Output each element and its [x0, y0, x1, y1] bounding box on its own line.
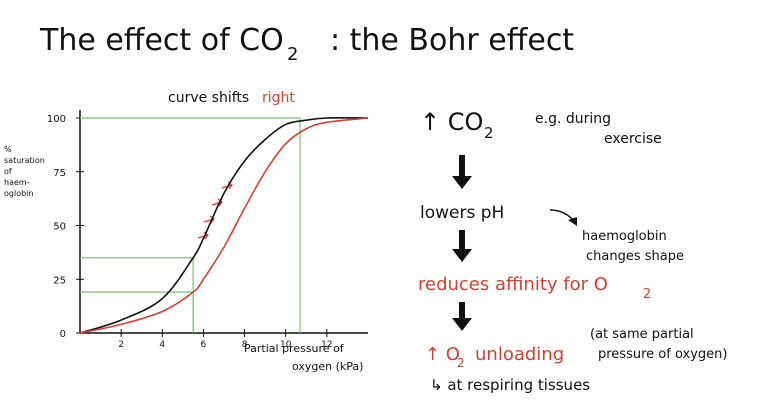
x-tick-label: 12	[321, 340, 332, 350]
step-sub: 2	[457, 356, 465, 370]
step: lowers pH	[420, 203, 504, 223]
y-axis-label: of	[4, 167, 12, 176]
title: The effect of CO	[39, 23, 284, 58]
y-tick-label: 100	[47, 114, 66, 125]
y-axis-label: haem-	[4, 178, 30, 187]
y-axis-label: saturation	[4, 156, 45, 165]
flow-arrows	[452, 155, 472, 331]
x-tick-label: 2	[118, 340, 124, 350]
y-axis-label: oglobin	[4, 189, 33, 198]
annotation-emphasis: right	[262, 90, 295, 106]
guide-line	[80, 257, 194, 333]
condition: pressure of oxygen)	[598, 347, 727, 362]
co2-sub: 2	[484, 124, 494, 142]
annotation: curve shifts	[168, 90, 249, 106]
condition: (at same partial	[590, 327, 694, 342]
x-tick-label: 10	[280, 340, 292, 350]
y-axis-label: %	[4, 145, 12, 154]
x-tick-label: 4	[159, 340, 165, 350]
x-axis-label: oxygen (kPa)	[292, 360, 363, 373]
example: exercise	[604, 131, 662, 147]
guide-line	[80, 291, 194, 333]
example: e.g. during	[535, 111, 611, 127]
x-tick-label: 8	[242, 340, 248, 350]
side-note: haemoglobin	[582, 229, 667, 244]
location: ↳ at respiring tissues	[430, 376, 590, 394]
title-sub: 2	[287, 44, 298, 65]
curve	[79, 117, 369, 334]
step: reduces affinity for O	[418, 274, 608, 295]
curve	[79, 117, 369, 334]
x-axis-label: Partial pressure of	[244, 342, 345, 355]
step: ↑ O	[425, 344, 460, 365]
guide-line	[80, 117, 301, 333]
side-note: changes shape	[586, 249, 684, 264]
y-tick-label: 0	[60, 329, 66, 340]
co2: ↑ CO	[420, 108, 483, 136]
side-arrowhead	[568, 217, 577, 226]
y-tick-label: 75	[53, 168, 66, 179]
title-rest: : the Bohr effect	[330, 23, 574, 58]
step-sub: 2	[643, 287, 651, 302]
y-tick-label: 50	[53, 222, 66, 233]
x-tick-label: 6	[201, 340, 207, 350]
step: unloading	[475, 344, 564, 365]
y-tick-label: 25	[53, 275, 66, 286]
